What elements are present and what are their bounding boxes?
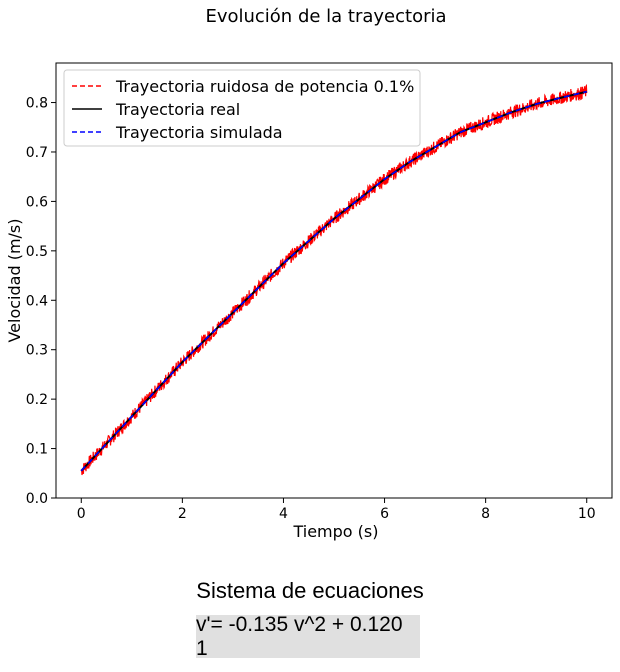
x-tick-label: 10 — [578, 506, 596, 522]
equation-text: v'= -0.135 v^2 + 0.120 1 — [196, 612, 403, 660]
y-axis-label: Velocidad (m/s) — [5, 218, 24, 342]
y-tick-label: 0.1 — [26, 442, 48, 458]
y-tick-label: 0.6 — [26, 194, 48, 210]
x-tick-label: 6 — [380, 506, 389, 522]
chart-title: Evolución de la trayectoria — [205, 6, 446, 27]
legend-box — [63, 69, 421, 147]
x-axis-label: Tiempo (s) — [292, 522, 378, 541]
x-tick-label: 8 — [481, 506, 490, 522]
legend-label: Trayectoria real — [115, 100, 240, 119]
x-tick-label: 0 — [77, 506, 86, 522]
x-tick-label: 4 — [279, 506, 288, 522]
legend-label: Trayectoria simulada — [115, 123, 283, 142]
y-tick-label: 0.4 — [26, 293, 48, 309]
y-tick-label: 0.0 — [26, 491, 48, 507]
series-simulated-line — [80, 90, 587, 472]
x-tick-label: 2 — [178, 506, 187, 522]
y-tick-label: 0.3 — [26, 343, 48, 359]
y-tick-label: 0.2 — [26, 392, 48, 408]
equation-box: v'= -0.135 v^2 + 0.120 1 — [196, 612, 420, 660]
y-tick-label: 0.8 — [26, 96, 48, 112]
equations-title: Sistema de ecuaciones — [196, 578, 424, 603]
plot-frame — [55, 62, 613, 499]
series-real-line — [80, 90, 587, 472]
y-tick-label: 0.5 — [26, 244, 48, 260]
legend-label: Trayectoria ruidosa de potencia 0.1% — [115, 77, 414, 96]
trajectory-chart: Evolución de la trayectoria 0 2 4 6 8 10 0.0 0.1… — [5, 6, 613, 541]
y-tick-label: 0.7 — [26, 145, 48, 161]
